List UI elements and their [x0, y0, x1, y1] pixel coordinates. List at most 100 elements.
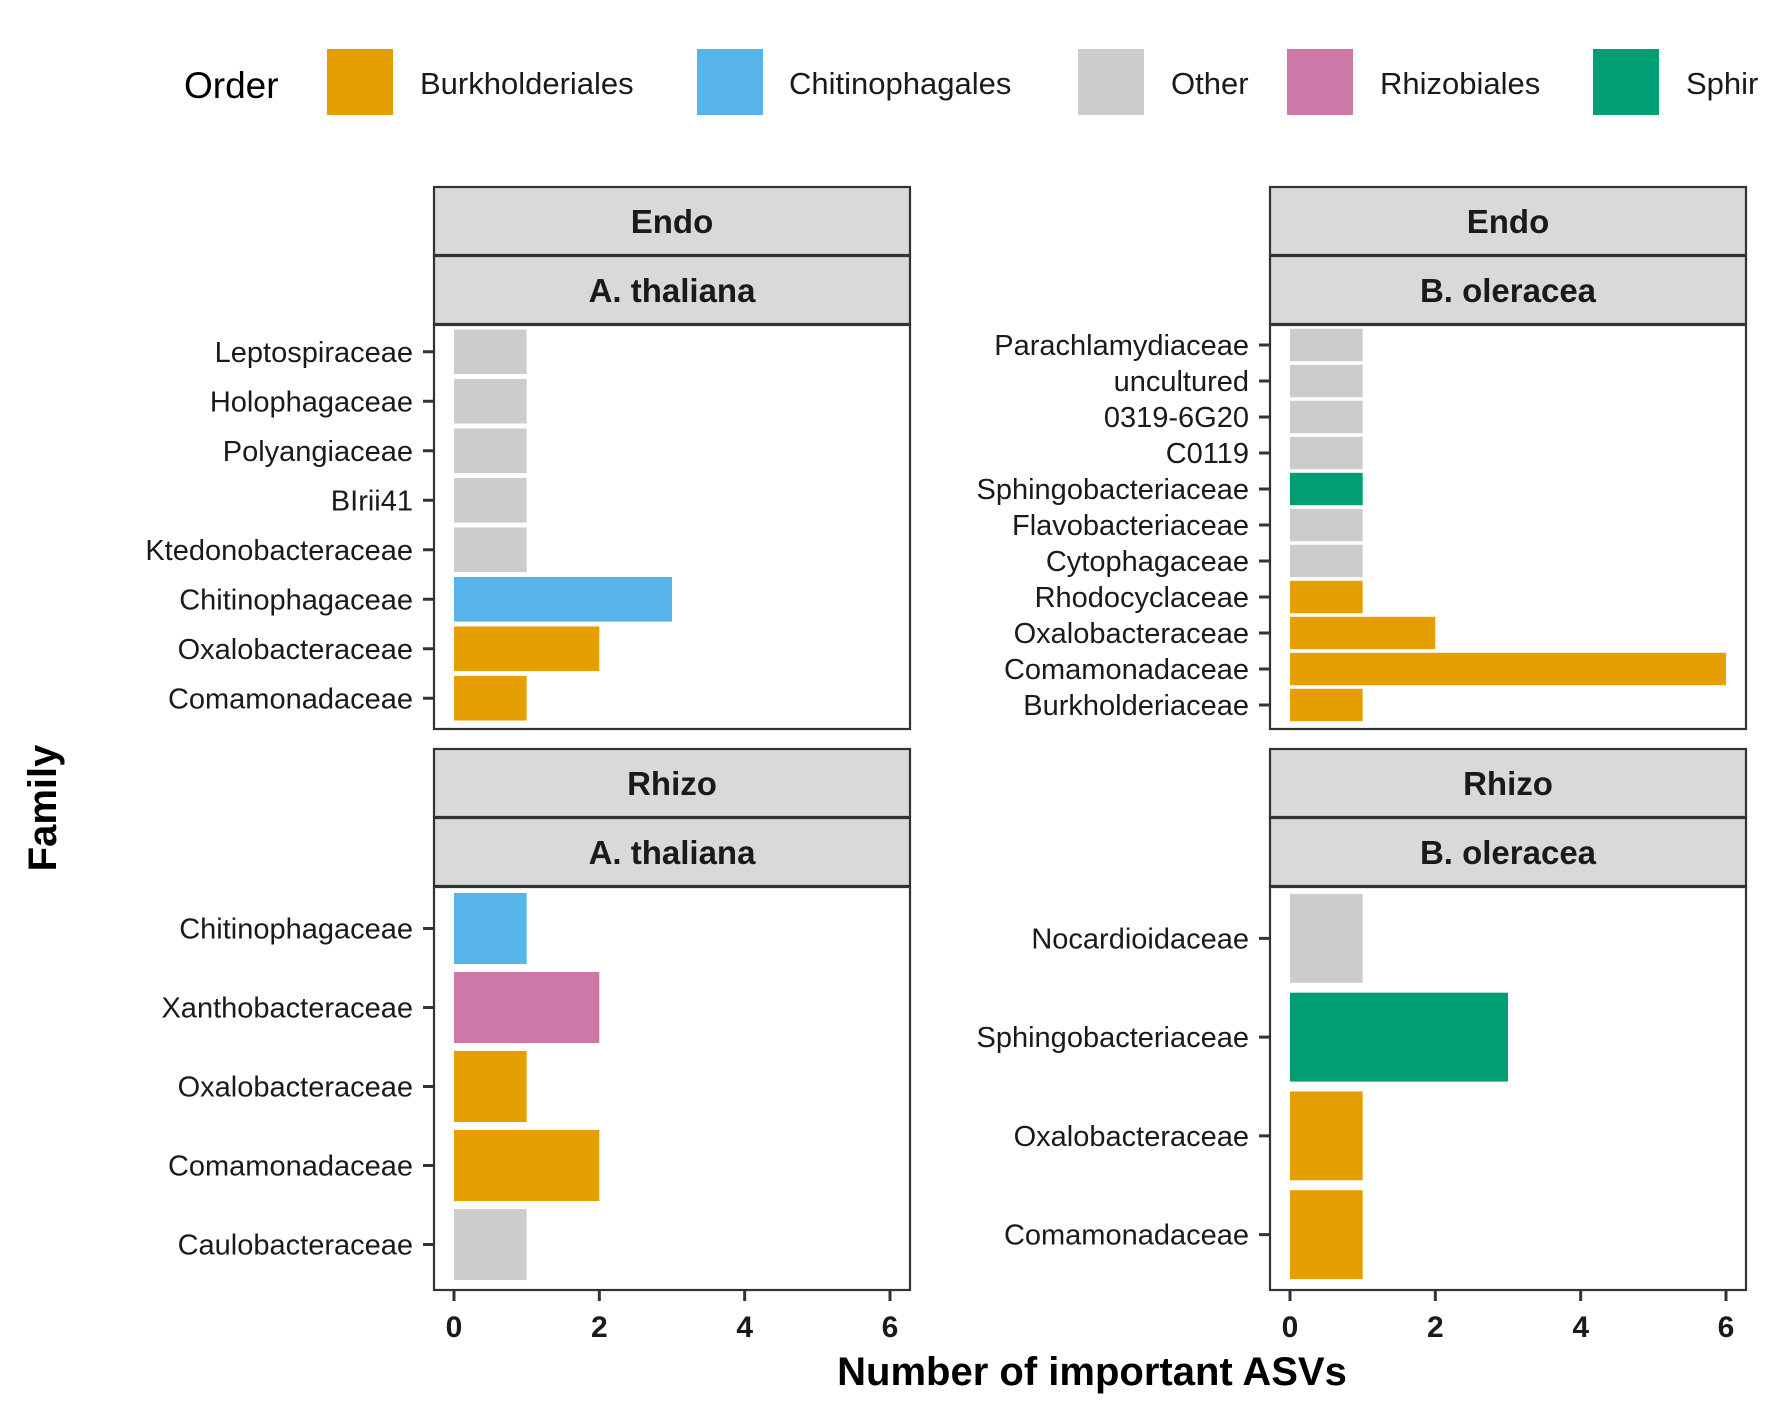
- facet-panel-endo-a-thaliana: Endo A. thaliana Leptospiraceae Holophagace…: [145, 185, 912, 731]
- legend: Order Burkholderiales Chitinophagales Othe…: [184, 49, 1758, 115]
- bar-chitinophagaceae: [454, 892, 527, 965]
- bar-cytophagaceae: [1290, 544, 1363, 578]
- y-tick-label-oxalobacteraceae: Oxalobacteraceae: [178, 634, 413, 666]
- y-tick-label-oxalobacteraceae: Oxalobacteraceae: [1014, 1121, 1249, 1153]
- strip-top: [1268, 185, 1748, 257]
- strip-label-top: Endo: [1467, 203, 1549, 240]
- legend-label-burkholderiales: Burkholderiales: [420, 66, 634, 101]
- facet-panel-rhizo-a-thaliana: Rhizo A. thaliana Chitinophagaceae Xanthoba…: [161, 747, 912, 1344]
- x-tick-label-0: 0: [446, 1311, 463, 1344]
- y-axis-title: Family: [21, 744, 65, 871]
- bar-flavobacteriaceae: [1290, 508, 1363, 542]
- y-tick-label-cytophagaceae: Cytophagaceae: [1046, 546, 1249, 578]
- bar-rhodocyclaceae: [1290, 580, 1363, 614]
- y-tick-label-uncultured: uncultured: [1114, 366, 1249, 398]
- bar-oxalobacteraceae: [454, 626, 600, 672]
- facet-panel-endo-b-oleracea: Endo B. oleracea Parachlamydiaceae uncultur…: [977, 185, 1748, 731]
- bar-burkholderiaceae: [1290, 688, 1363, 722]
- legend-title: Order: [184, 65, 279, 106]
- bar-birii41: [454, 477, 527, 523]
- bar-sphingobacteriaceae: [1290, 472, 1363, 506]
- y-tick-label-chitinophagaceae: Chitinophagaceae: [179, 914, 413, 946]
- strip-label-bottom: B. oleracea: [1420, 834, 1597, 871]
- legend-swatch-chitinophagales: [697, 49, 763, 115]
- strip-top: [432, 185, 912, 257]
- bar-chitinophagaceae: [454, 576, 672, 622]
- y-tick-label-flavobacteriaceae: Flavobacteriaceae: [1012, 510, 1249, 542]
- x-tick-label-6: 6: [882, 1311, 899, 1344]
- bar-oxalobacteraceae: [454, 1050, 527, 1123]
- y-tick-label-0319-6g20: 0319-6G20: [1104, 402, 1249, 434]
- y-tick-label-comamonadaceae: Comamonadaceae: [168, 683, 413, 715]
- facet-panel-rhizo-b-oleracea: Rhizo B. oleracea Nocardioidaceae Sphingoba…: [977, 747, 1748, 1344]
- strip-top: [432, 747, 912, 819]
- bar-sphingobacteriaceae: [1290, 992, 1508, 1082]
- bar-comamonadaceae: [1290, 652, 1726, 686]
- y-tick-label-rhodocyclaceae: Rhodocyclaceae: [1035, 582, 1249, 614]
- strip-label-bottom: A. thaliana: [589, 272, 757, 309]
- y-tick-label-holophagaceae: Holophagaceae: [210, 386, 413, 418]
- y-tick-label-chitinophagaceae: Chitinophagaceae: [179, 584, 413, 616]
- y-tick-label-nocardioidaceae: Nocardioidaceae: [1031, 923, 1249, 955]
- bar-comamonadaceae: [454, 1129, 600, 1202]
- bar-comamonadaceae: [454, 675, 527, 721]
- bar-nocardioidaceae: [1290, 893, 1363, 983]
- legend-swatch-other: [1078, 49, 1144, 115]
- x-tick-label-6: 6: [1718, 1311, 1735, 1344]
- bar-holophagaceae: [454, 378, 527, 424]
- y-tick-label-polyangiaceae: Polyangiaceae: [223, 436, 413, 468]
- y-tick-label-xanthobacteraceae: Xanthobacteraceae: [161, 993, 413, 1025]
- legend-label-chitinophagales: Chitinophagales: [789, 66, 1011, 101]
- legend-swatch-burkholderiales: [327, 49, 393, 115]
- bar-parachlamydiaceae: [1290, 328, 1363, 362]
- x-tick-label-2: 2: [591, 1311, 608, 1344]
- bar-leptospiraceae: [454, 329, 527, 375]
- bar-comamonadaceae: [1290, 1190, 1363, 1280]
- x-tick-label-0: 0: [1282, 1311, 1299, 1344]
- strip-bottom: [1268, 254, 1748, 326]
- strip-label-top: Rhizo: [627, 765, 717, 802]
- y-tick-label-leptospiraceae: Leptospiraceae: [215, 337, 413, 369]
- y-tick-label-comamonadaceae: Comamonadaceae: [1004, 654, 1249, 686]
- strip-bottom: [432, 816, 912, 888]
- y-tick-label-comamonadaceae: Comamonadaceae: [168, 1151, 413, 1183]
- bar-uncultured: [1290, 364, 1363, 398]
- bar-0319-6g20: [1290, 400, 1363, 434]
- y-tick-label-parachlamydiaceae: Parachlamydiaceae: [994, 330, 1249, 362]
- x-axis-title: Number of important ASVs: [837, 1350, 1347, 1394]
- y-tick-label-caulobacteraceae: Caulobacteraceae: [178, 1230, 413, 1262]
- strip-label-top: Rhizo: [1463, 765, 1553, 802]
- y-tick-label-sphingobacteriaceae: Sphingobacteriaceae: [977, 1022, 1249, 1054]
- legend-swatch-rhizobiales: [1287, 49, 1353, 115]
- y-tick-label-c0119: C0119: [1166, 438, 1249, 470]
- y-tick-label-oxalobacteraceae: Oxalobacteraceae: [1014, 618, 1249, 650]
- legend-swatch-sphir: [1593, 49, 1659, 115]
- bar-caulobacteraceae: [454, 1208, 527, 1281]
- y-tick-label-oxalobacteraceae: Oxalobacteraceae: [178, 1072, 413, 1104]
- strip-label-bottom: B. oleracea: [1420, 272, 1597, 309]
- x-tick-label-4: 4: [736, 1311, 753, 1344]
- strip-bottom: [1268, 816, 1748, 888]
- y-tick-label-comamonadaceae: Comamonadaceae: [1004, 1220, 1249, 1252]
- bar-xanthobacteraceae: [454, 971, 600, 1044]
- bar-c0119: [1290, 436, 1363, 470]
- bar-oxalobacteraceae: [1290, 1091, 1363, 1181]
- y-tick-label-birii41: BIrii41: [331, 485, 413, 517]
- legend-label-other: Other: [1171, 66, 1249, 101]
- y-tick-label-burkholderiaceae: Burkholderiaceae: [1023, 690, 1249, 722]
- strip-label-bottom: A. thaliana: [589, 834, 757, 871]
- legend-label-sphir: Sphir: [1686, 66, 1758, 101]
- y-tick-label-sphingobacteriaceae: Sphingobacteriaceae: [977, 474, 1249, 506]
- bar-ktedonobacteraceae: [454, 527, 527, 573]
- bar-polyangiaceae: [454, 428, 527, 474]
- strip-bottom: [432, 254, 912, 326]
- legend-label-rhizobiales: Rhizobiales: [1380, 66, 1540, 101]
- x-tick-label-4: 4: [1572, 1311, 1589, 1344]
- facet-panels: Endo A. thaliana Leptospiraceae Holophagace…: [145, 185, 1748, 1344]
- x-tick-label-2: 2: [1427, 1311, 1444, 1344]
- strip-top: [1268, 747, 1748, 819]
- y-tick-label-ktedonobacteraceae: Ktedonobacteraceae: [145, 535, 413, 567]
- bar-oxalobacteraceae: [1290, 616, 1436, 650]
- strip-label-top: Endo: [631, 203, 713, 240]
